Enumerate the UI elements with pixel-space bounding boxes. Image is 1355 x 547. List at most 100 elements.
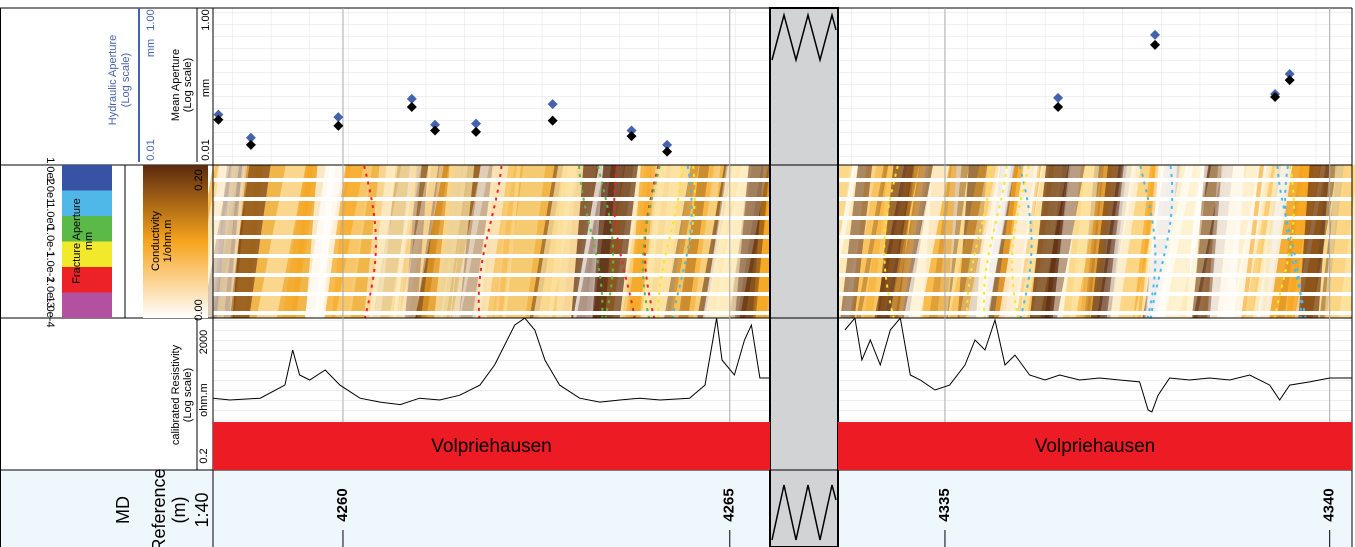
fracture-trace — [1273, 165, 1295, 319]
aperture-point — [662, 146, 673, 157]
pad-gap — [838, 311, 1352, 315]
depth-tick-label: 4265 — [721, 488, 738, 521]
pad-gap — [213, 178, 770, 182]
image-streak — [1298, 165, 1330, 318]
image-streak — [1090, 165, 1124, 318]
axis-title: Hydraulic Aperture — [107, 35, 119, 126]
image-streak — [373, 165, 422, 318]
fracture-trace — [363, 165, 377, 319]
scale-swatch — [62, 241, 112, 267]
pad-gap — [838, 178, 1352, 182]
depth-tick-label: 4340 — [1321, 488, 1338, 521]
axis-unit: mm — [200, 79, 212, 97]
image-streak — [641, 165, 667, 318]
image-streak — [399, 165, 418, 318]
image-streak — [1252, 165, 1276, 318]
axis-note: (Log scale) — [182, 368, 194, 422]
image-streak — [1261, 165, 1279, 318]
image-streak — [840, 165, 873, 318]
image-streak — [1252, 165, 1293, 318]
axis-unit: ohm.m — [198, 383, 210, 417]
image-streak — [494, 165, 521, 318]
pad-gap — [838, 273, 1352, 277]
image-streak — [369, 165, 415, 318]
fracture-trace — [883, 165, 899, 319]
fracture-trace — [577, 165, 604, 319]
aperture-point — [662, 139, 673, 150]
scale-tick-label: 0.00 — [193, 299, 205, 320]
image-streak — [998, 165, 1044, 318]
scale-title: Conductivity — [150, 211, 162, 271]
pad-gap — [213, 197, 770, 201]
pad-gap — [213, 292, 770, 296]
image-streak — [979, 165, 1015, 318]
image-streak — [712, 165, 762, 318]
image-streak — [1146, 165, 1178, 318]
axis-unit: mm — [145, 39, 157, 57]
image-streak — [957, 165, 988, 318]
image-streak — [1207, 165, 1245, 318]
fracture-trace — [982, 165, 1008, 319]
md-track-bg — [213, 470, 770, 547]
fracture-trace — [1018, 165, 1033, 319]
aperture-point — [430, 119, 441, 130]
aperture-point — [1270, 92, 1281, 103]
image-streak — [727, 165, 770, 318]
aperture-point — [1053, 102, 1064, 113]
aperture-grid — [213, 8, 770, 165]
image-streak — [734, 165, 770, 318]
image-streak — [434, 165, 475, 318]
pad-gap — [838, 235, 1352, 239]
fracture-trace — [1011, 165, 1030, 319]
image-streak — [1156, 165, 1194, 318]
image-streak — [1241, 165, 1265, 318]
aperture-point — [245, 139, 256, 150]
scale-tick-label: 1.0e1 — [44, 177, 56, 205]
image-streak — [877, 165, 915, 318]
aperture-grid — [838, 8, 1352, 165]
pad-gap — [838, 216, 1352, 220]
aperture-point — [547, 115, 558, 126]
image-streak — [305, 165, 336, 318]
scale-swatch — [62, 267, 112, 293]
image-streak — [629, 165, 652, 318]
y-tick-label: 2000 — [198, 330, 210, 354]
scale-unit: mm — [83, 232, 95, 250]
image-streak — [363, 165, 396, 318]
image-streak — [1151, 165, 1209, 318]
depth-break — [769, 7, 839, 547]
md-scale: 1:40 — [192, 492, 212, 527]
image-streak — [903, 165, 950, 318]
image-streak — [1145, 165, 1181, 318]
md-header-bg — [0, 470, 213, 547]
y-tick-label: 0.2 — [198, 448, 210, 463]
scale-title: Fracture Aperture — [71, 198, 83, 284]
image-streak — [458, 165, 509, 318]
aperture-point — [1053, 92, 1064, 103]
y-tick-label: 1.00 — [200, 9, 212, 30]
formation-label: Volpriehausen — [1035, 436, 1155, 457]
image-streak — [1137, 165, 1156, 318]
fracture-trace — [671, 165, 693, 319]
image-streak — [405, 165, 429, 318]
image-streak — [850, 165, 889, 318]
md-title: MD — [113, 496, 133, 524]
depth-tick-label: 4335 — [936, 488, 953, 521]
image-streak — [712, 165, 769, 318]
image-streak — [889, 165, 927, 318]
image-streak — [592, 165, 616, 318]
resistivity-grid — [838, 318, 1352, 422]
formation-zone — [838, 422, 1352, 470]
fracture-trace — [1149, 165, 1174, 319]
aperture-point — [1150, 39, 1161, 50]
aperture-point — [430, 125, 441, 136]
aperture-point — [626, 125, 637, 136]
aperture-point — [1284, 75, 1295, 86]
image-streak — [706, 165, 751, 318]
aperture-point — [1150, 29, 1161, 40]
aperture-point — [213, 109, 224, 120]
depth-tick-label: 4260 — [334, 488, 351, 521]
md-unit: (m) — [169, 497, 189, 524]
fracture-trace — [1139, 165, 1157, 319]
